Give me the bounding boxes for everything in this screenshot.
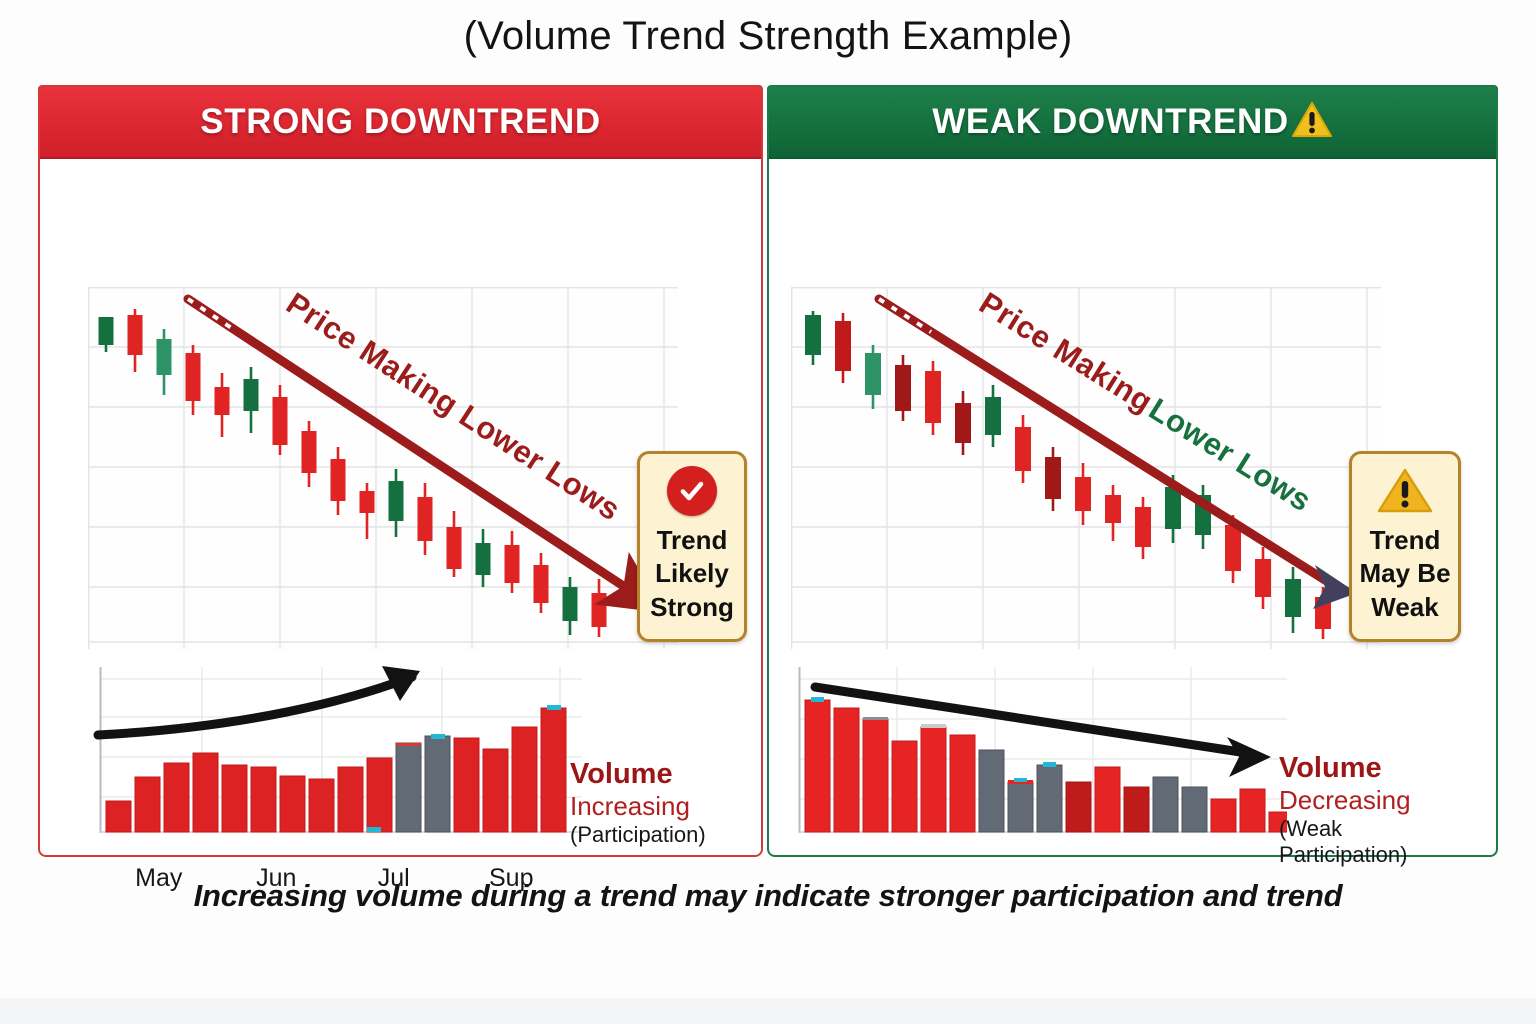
right-volume-label: Volume Decreasing (Weak Participation) [1279,752,1411,868]
left-volume-label: Volume Increasing (Participation) [570,758,706,848]
left-volume-trend-arrow [93,666,420,740]
month-label-0: May [135,864,183,892]
left-volume-note: (Participation) [570,822,706,848]
left-annotation-text: Price Making Lower Lows [280,287,627,528]
left-candlesticks [98,309,607,637]
panel-right-header-label: WEAK DOWNTREND [932,102,1289,141]
right-callout-line1: Trend [1369,525,1441,555]
panel-left-header-label: STRONG DOWNTREND [200,102,601,141]
left-month-axis: May Jun Jul Sup [100,864,570,893]
panel-left-header: STRONG DOWNTREND [40,87,762,159]
right-annotation-part2: Lower Lows [1143,391,1318,518]
right-volume-bars [804,697,1288,833]
warning-triangle-icon [1376,466,1434,516]
page-caption: Increasing volume during a trend may ind… [193,878,1343,913]
left-volume-bars [105,705,567,833]
month-label-3: Sup [489,864,534,892]
left-volume-sub: Increasing [570,790,690,821]
left-callout-line3: Strong [650,591,734,622]
left-price-grid [88,287,678,649]
right-volume-note-2: Participation) [1279,842,1408,868]
check-circle-icon [667,466,717,516]
panel-left-body: Price Making Lower Lows Trend Likely Str… [40,159,761,892]
right-callout-line3: Weak [1371,591,1439,622]
right-price-annotation: Price Making Lower Lows [973,287,1318,518]
right-price-chart: Price Making Lower Lows [791,287,1382,649]
right-annotation-part1: Price Making [973,287,1159,419]
left-price-chart: Price Making Lower Lows [88,287,678,649]
left-volume-title: Volume [570,758,673,790]
month-label-2: Jul [377,864,410,892]
left-price-annotation: Price Making Lower Lows [280,287,627,528]
left-callout-line2: Likely [655,558,729,589]
panel-strong-downtrend: STRONG DOWNTREND [38,85,764,892]
warning-triangle-icon [1291,100,1333,149]
right-volume-note-1: (Weak [1279,816,1343,842]
right-volume-title: Volume [1279,752,1382,784]
panel-weak-downtrend: WEAK DOWNTREND [767,85,1498,867]
bottom-strip [0,998,1536,1024]
panel-right-body: Price Making Lower Lows Trend [769,159,1496,867]
panel-right-header: WEAK DOWNTREND [769,87,1496,159]
right-callout-line2: May Be [1359,558,1451,589]
left-trendline-arrow [183,294,665,613]
right-trendline-arrow [874,294,1358,609]
right-volume-sub: Decreasing [1279,784,1411,815]
month-label-1: Jun [256,864,297,892]
right-volume-chart [787,657,1288,847]
left-callout-line1: Trend [656,525,728,555]
right-callout-trend-may-be-weak: Trend May Be Weak [1349,451,1462,642]
left-callout-trend-likely-strong: Trend Likely Strong [637,451,747,642]
right-volume-trend-arrow [810,682,1272,777]
page-title: (Volume Trend Strength Example) [463,14,1073,58]
comparison-panels: STRONG DOWNTREND [38,85,1498,892]
left-volume-chart [82,657,582,847]
right-price-grid [791,287,1382,649]
